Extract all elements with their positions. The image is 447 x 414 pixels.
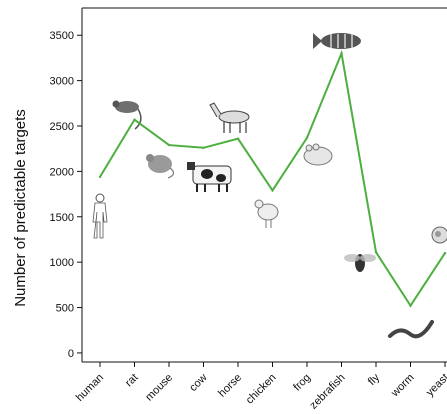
horse-icon	[209, 102, 250, 133]
y-axis-ticks: 0 500 1000 1500 2000 2500 3000 3500	[50, 30, 82, 360]
x-tick-label-yeast: yeast	[424, 372, 447, 399]
fly-icon	[344, 254, 376, 272]
x-axis-ticks: human rat mouse cow horse chicken frogzebrafis…	[74, 362, 447, 412]
x-tick-label-chicken: chicken	[244, 372, 279, 407]
x-tick-label-cow: cow	[187, 372, 209, 394]
zebrafish-icon	[313, 33, 361, 49]
y-tick-label: 1500	[50, 212, 74, 224]
y-tick-label: 3500	[50, 30, 74, 42]
data-point-human	[98, 175, 102, 179]
series-line	[99, 49, 446, 308]
data-point-yeast	[443, 251, 447, 255]
x-tick-label-frog: frog	[291, 372, 313, 394]
chicken-icon	[254, 199, 279, 228]
rat-icon	[112, 100, 142, 130]
data-point-rat	[133, 118, 136, 121]
x-tick-label-worm: worm	[388, 372, 416, 400]
human-figure-icon	[92, 193, 108, 239]
data-point-frog	[305, 136, 309, 139]
x-tick-label-zebrafish: zebrafish	[308, 372, 348, 412]
y-tick-label: 2500	[50, 121, 74, 133]
data-point-chicken	[271, 189, 274, 192]
worm-icon	[388, 320, 434, 339]
x-tick-label-human: human	[74, 372, 106, 404]
data-point-cow	[202, 146, 205, 149]
data-point-worm	[409, 304, 412, 307]
x-tick-label-fly: fly	[366, 371, 383, 388]
y-axis-title: Number of predictable targets	[12, 109, 29, 307]
data-point-horse	[236, 137, 240, 140]
x-tick-label-mouse: mouse	[143, 372, 175, 404]
y-tick-label: 0	[68, 348, 74, 360]
data-point-zebrafish	[340, 52, 343, 55]
data-point-fly	[374, 250, 378, 254]
x-tick-label-rat: rat	[123, 372, 141, 390]
y-tick-label: 2000	[50, 166, 74, 178]
y-tick-label: 500	[56, 303, 74, 315]
y-tick-label: 1000	[50, 257, 74, 269]
animal-icons	[92, 33, 447, 339]
y-tick-label: 3000	[50, 76, 74, 88]
frog-icon	[303, 143, 333, 166]
x-tick-label-horse: horse	[216, 372, 244, 400]
series-layer	[98, 49, 447, 308]
yeast-icon	[431, 226, 447, 244]
mouse-icon	[146, 154, 175, 179]
data-point-mouse	[167, 143, 171, 147]
cow-icon	[187, 162, 232, 192]
